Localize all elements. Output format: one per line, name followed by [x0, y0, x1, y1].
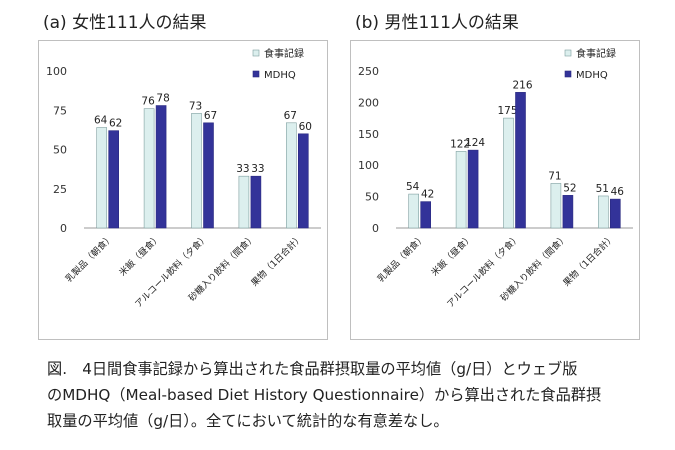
chart-a-ytick-label: 50: [53, 144, 67, 157]
chart-a-title: (a) 女性111人の結果: [43, 13, 207, 33]
chart-b-legend-swatch: [564, 70, 572, 78]
chart-a-ytick-label: 25: [53, 183, 67, 196]
chart-a-data-label: 76: [141, 96, 155, 108]
chart-b-category-label: 米飯（昼食）: [429, 232, 476, 279]
chart-a-ytick-label: 0: [60, 222, 67, 235]
chart-a-legend-swatch: [252, 49, 260, 57]
chart-b-ytick-label: 250: [358, 65, 379, 78]
chart-a-data-label: 60: [299, 121, 312, 133]
chart-a-bar-mdhq: [297, 133, 309, 229]
chart-b-ytick-label: 0: [372, 222, 379, 235]
chart-b-data-label: 71: [548, 170, 561, 182]
figure-caption: 図. 4日間食事記録から算出された食品群摂取量の平均値（g/日）とウェブ版 のM…: [47, 356, 657, 434]
chart-a-ytick-label: 100: [46, 65, 67, 78]
chart-a-bar-mdhq: [108, 130, 119, 229]
chart-b-bar-record: [408, 193, 420, 229]
chart-a-bar-mdhq: [203, 122, 214, 229]
chart-a-data-label: 78: [156, 93, 169, 105]
chart-b-frame: 0 50 100 150 200 250 54 42 乳製品（朝食） 122 124 米飯（昼食） 17…: [350, 40, 640, 340]
chart-b-bar-record: [598, 195, 609, 229]
chart-b-data-label: 42: [421, 189, 434, 201]
chart-a-legend-label: MDHQ: [264, 70, 296, 81]
caption-line: のMDHQ（Meal-based Diet History Questionna…: [47, 386, 602, 404]
chart-b-bar-record: [455, 151, 467, 229]
chart-a-ytick-label: 75: [53, 104, 67, 117]
chart-b-category-label: 乳製品（朝食）: [375, 232, 428, 285]
chart-b-data-label: 46: [611, 186, 625, 198]
chart-b-legend-label: MDHQ: [576, 70, 608, 81]
chart-b-data-label: 51: [596, 183, 609, 195]
caption-line: 図. 4日間食事記録から算出された食品群摂取量の平均値（g/日）とウェブ版: [47, 360, 578, 378]
chart-a-data-label: 33: [251, 163, 264, 175]
chart-b-data-label: 216: [512, 79, 532, 91]
chart-b-ytick-label: 200: [358, 96, 379, 109]
chart-b-bar-mdhq: [515, 92, 526, 229]
chart-b-bar-mdhq: [420, 201, 431, 229]
caption-line: 取量の平均値（g/日）。全てにおいて統計的な有意差なし。: [47, 412, 449, 430]
chart-a-bar-mdhq: [155, 105, 167, 229]
chart-b-data-label: 122: [450, 138, 470, 150]
chart-a-frame: 0 25 50 75 100 64 62 乳製品（朝食） 76 78 米飯（昼食） 73 67 アルコール…: [38, 40, 328, 340]
chart-b-data-label: 52: [563, 182, 576, 194]
chart-a-data-label: 62: [109, 118, 122, 130]
chart-b-bar-record: [503, 117, 514, 229]
chart-a-data-label: 64: [94, 115, 108, 127]
chart-a-data-label: 67: [284, 110, 297, 122]
chart-b-ytick-label: 100: [358, 159, 379, 172]
chart-b-legend-swatch: [564, 49, 572, 57]
chart-b-legend-label: 食事記録: [576, 47, 616, 60]
chart-b-ytick-label: 150: [358, 128, 379, 141]
chart-b-bar-record: [550, 183, 562, 229]
chart-b-ytick-label: 50: [365, 191, 379, 204]
chart-a-bar-record: [143, 108, 155, 229]
chart-b-data-label: 54: [406, 181, 420, 193]
chart-a-legend-label: 食事記録: [264, 47, 304, 60]
chart-a-data-label: 73: [189, 100, 202, 112]
chart-b-data-label: 175: [497, 105, 517, 117]
chart-b-bar-mdhq: [562, 195, 574, 229]
chart-a-bar-record: [286, 122, 297, 229]
chart-a-category-label: 米飯（昼食）: [117, 232, 164, 279]
chart-a-bar-record: [96, 127, 108, 229]
chart-a-category-label: 乳製品（朝食）: [63, 232, 116, 285]
chart-b-title: (b) 男性111人の結果: [355, 13, 519, 33]
chart-b-bar-mdhq: [467, 149, 479, 229]
chart-a-bar-record: [191, 113, 202, 229]
chart-a-bar-mdhq: [250, 175, 262, 229]
chart-a-legend-swatch: [252, 70, 260, 78]
chart-a-data-label: 33: [236, 163, 249, 175]
chart-b-data-label: 124: [465, 137, 485, 149]
chart-b-bar-mdhq: [609, 198, 621, 229]
chart-a-data-label: 67: [204, 110, 217, 122]
chart-a-bar-record: [238, 175, 250, 229]
